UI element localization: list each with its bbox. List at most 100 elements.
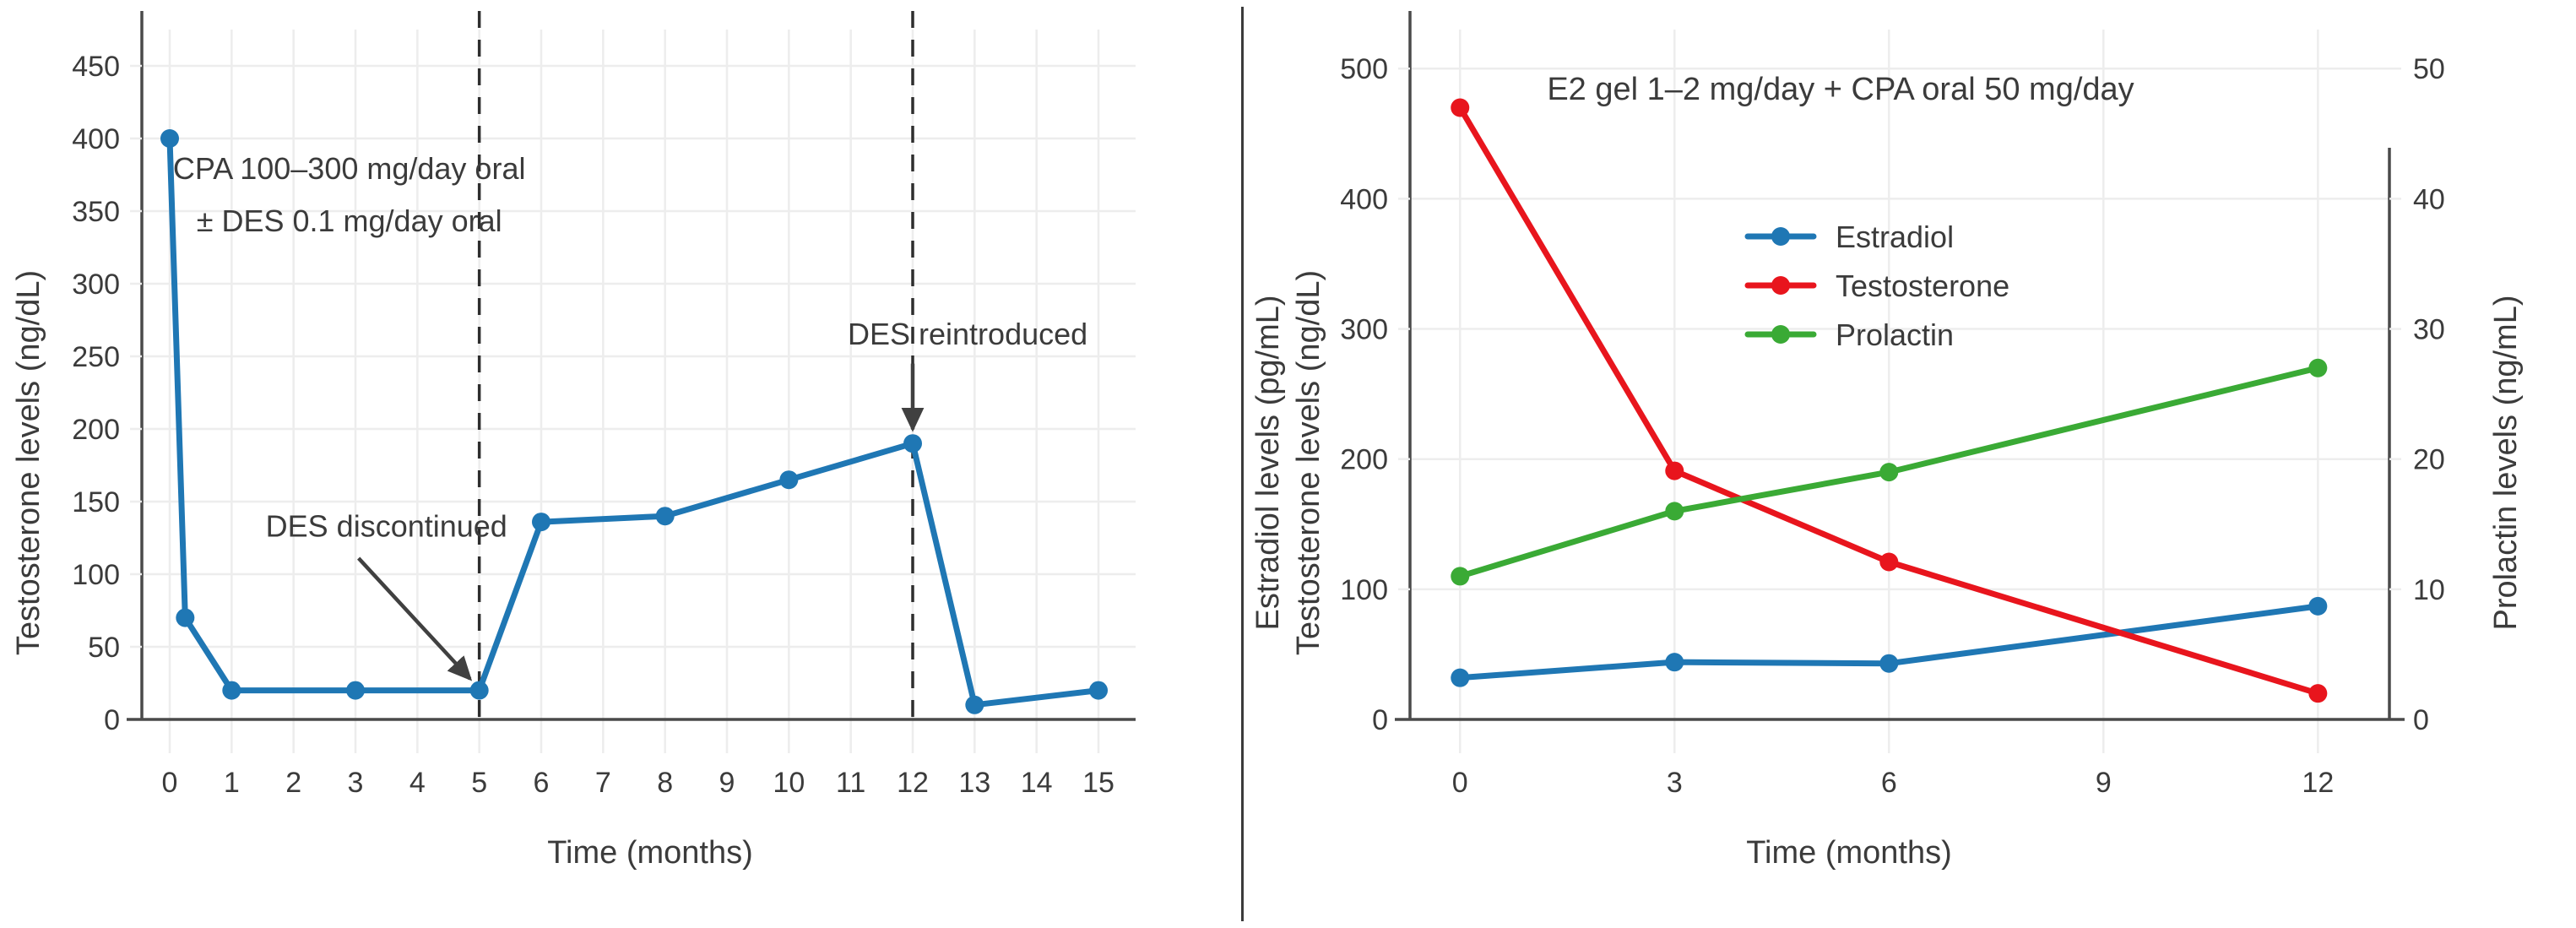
treatment-note-line-1: CPA 100–300 mg/day oral xyxy=(173,151,526,186)
left-xtick-label: 12 xyxy=(897,767,929,799)
right-ytick-label-right: 0 xyxy=(2413,704,2429,736)
panel-divider xyxy=(1241,7,1244,921)
legend-label-prolactin: Prolactin xyxy=(1836,317,1954,352)
data-point xyxy=(1665,653,1684,672)
left-ytick-label: 400 xyxy=(72,123,120,155)
data-point xyxy=(532,513,550,532)
right-y-axis-title-estradiol: Estradiol levels (pg/mL) xyxy=(1250,295,1286,630)
right-series xyxy=(1451,98,2328,703)
right-ytick-label-left: 300 xyxy=(1340,314,1388,346)
data-point xyxy=(655,507,675,526)
left-gridlines xyxy=(142,30,1136,753)
left-ytick-label: 0 xyxy=(104,704,120,736)
data-point xyxy=(1451,668,1470,687)
left-y-axis-title: Testosterone levels (ng/dL) xyxy=(11,270,46,655)
right-xtick-label: 0 xyxy=(1452,767,1468,799)
data-point xyxy=(1451,567,1470,586)
legend-swatch-marker xyxy=(1771,276,1790,295)
right-ytick-left: 0 100 200 300 400 500 xyxy=(1340,53,1410,736)
data-point xyxy=(779,470,799,490)
left-ytick-label: 450 xyxy=(72,51,120,83)
data-point xyxy=(1665,461,1684,480)
data-point xyxy=(903,434,922,453)
left-xtick-label: 15 xyxy=(1082,767,1114,799)
right-chart-panel: 0 100 200 300 400 500 0 10 20 30 40 50 0 3 6 9 12 Estr… xyxy=(1241,0,2576,928)
des-discontinued-arrow xyxy=(357,556,473,681)
data-point xyxy=(2308,358,2328,377)
right-ytick-label-left: 400 xyxy=(1340,183,1388,215)
right-ytick-label-right: 10 xyxy=(2413,574,2445,606)
left-xtick-label: 5 xyxy=(471,767,487,799)
left-xtick-label: 1 xyxy=(224,767,240,799)
right-xtick-labels: 0 3 6 9 12 xyxy=(1452,767,2334,799)
right-ytick-label-right: 20 xyxy=(2413,444,2445,476)
data-point xyxy=(222,681,241,700)
right-axes xyxy=(1395,11,2405,721)
data-point xyxy=(2308,596,2328,616)
left-xtick-label: 2 xyxy=(285,767,301,799)
legend-item-prolactin[interactable]: Prolactin xyxy=(1744,317,1954,352)
right-chart-title: E2 gel 1–2 mg/day + CPA oral 50 mg/day xyxy=(1547,72,2134,107)
right-ytick-right: 0 10 20 30 40 50 xyxy=(2389,53,2445,736)
right-y-axis-title-testosterone: Testosterone levels (ng/dL) xyxy=(1291,270,1326,655)
data-point xyxy=(346,681,365,700)
right-legend[interactable]: Estradiol Testosterone Prolactin xyxy=(1744,220,2009,352)
right-chart-svg: 0 100 200 300 400 500 0 10 20 30 40 50 0 3 6 9 12 Estr… xyxy=(1250,11,2524,871)
legend-item-estradiol[interactable]: Estradiol xyxy=(1744,220,1954,254)
series-line-estradiol xyxy=(1456,603,2321,681)
des-reintroduced-text: DES reintroduced xyxy=(848,317,1087,351)
treatment-note-line-2: ± DES 0.1 mg/day oral xyxy=(197,204,502,238)
left-axes xyxy=(127,11,1136,721)
right-x-axis-title: Time (months) xyxy=(1746,835,1952,871)
left-ytick-label: 350 xyxy=(72,196,120,228)
right-xtick-label: 12 xyxy=(2302,767,2334,799)
legend-swatch-marker xyxy=(1771,227,1790,246)
left-xtick-label: 3 xyxy=(348,767,364,799)
right-ytick-label-left: 100 xyxy=(1340,574,1388,606)
data-point xyxy=(1879,654,1899,673)
right-xtick-label: 9 xyxy=(2096,767,2112,799)
left-xtick-label: 0 xyxy=(162,767,178,799)
data-point xyxy=(176,608,195,627)
right-ytick-label-left: 500 xyxy=(1340,53,1388,85)
data-point xyxy=(2308,684,2328,703)
left-xtick-label: 14 xyxy=(1021,767,1053,799)
right-y-axis-title-prolactin: Prolactin levels (ng/mL) xyxy=(2488,295,2524,630)
right-xtick-label: 6 xyxy=(1881,767,1897,799)
left-xtick-label: 9 xyxy=(719,767,735,799)
right-ytick-label-right: 50 xyxy=(2413,53,2445,85)
des-discontinued-text: DES discontinued xyxy=(266,508,507,543)
legend-label-testosterone: Testosterone xyxy=(1836,269,2009,303)
data-point xyxy=(469,681,489,700)
left-ytick-label: 300 xyxy=(72,269,120,301)
data-point xyxy=(1089,681,1108,700)
left-vlines xyxy=(477,11,914,719)
left-ytick-labels: 0 50 100 150 200 250 300 350 400 450 xyxy=(72,51,142,736)
data-point xyxy=(1879,552,1899,572)
left-xtick-label: 4 xyxy=(409,767,426,799)
right-ytick-label-left: 200 xyxy=(1340,444,1388,476)
left-xtick-label: 11 xyxy=(836,767,865,799)
left-annotations: CPA 100–300 mg/day oral ± DES 0.1 mg/day … xyxy=(173,151,1087,681)
left-ytick-label: 50 xyxy=(88,632,120,664)
data-point xyxy=(965,695,984,714)
series-line-testosterone xyxy=(1456,104,2321,697)
left-x-axis-title: Time (months) xyxy=(547,835,753,871)
left-xtick-label: 13 xyxy=(958,767,990,799)
right-xtick-label: 3 xyxy=(1667,767,1683,799)
left-ytick-label: 100 xyxy=(72,559,120,591)
data-point xyxy=(1451,98,1470,117)
legend-swatch-marker xyxy=(1771,325,1790,344)
legend-item-testosterone[interactable]: Testosterone xyxy=(1744,269,2009,303)
series-line-prolactin xyxy=(1456,365,2321,579)
right-ytick-label-left: 0 xyxy=(1372,704,1388,736)
data-point xyxy=(1879,463,1899,482)
left-xtick-labels: 0 1 2 3 4 5 6 7 8 9 10 11 12 13 14 15 xyxy=(162,767,1114,799)
legend-label-estradiol: Estradiol xyxy=(1836,220,1954,254)
left-xtick-label: 6 xyxy=(534,767,550,799)
left-series xyxy=(160,129,1108,714)
left-ytick-label: 150 xyxy=(72,486,120,518)
data-point xyxy=(160,129,179,148)
